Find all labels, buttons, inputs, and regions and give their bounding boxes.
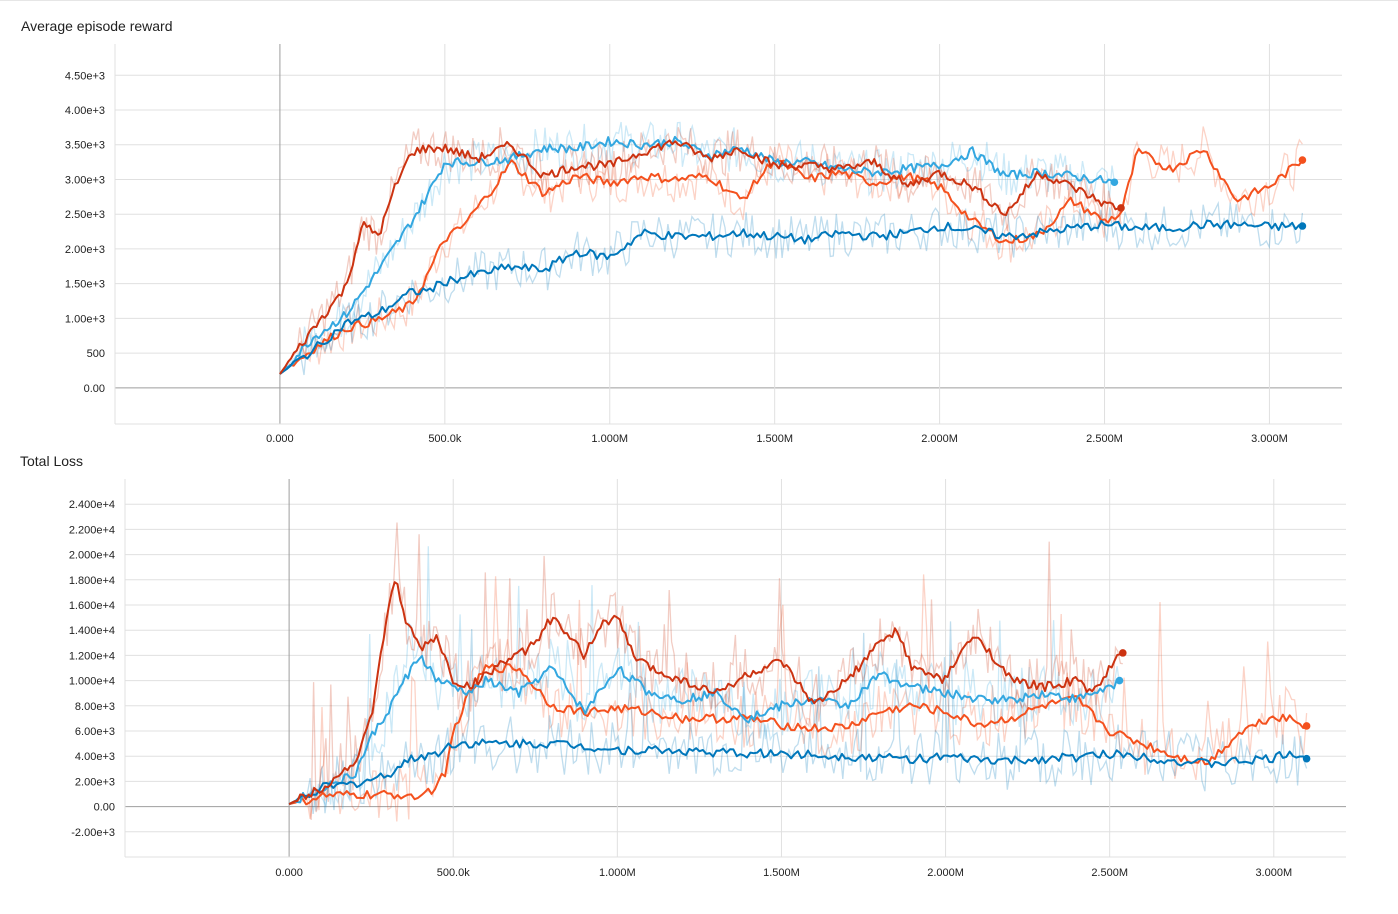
x-tick-label: 500.0k bbox=[437, 867, 471, 879]
x-tick-label: 0.000 bbox=[275, 867, 303, 879]
y-tick-label: 2.00e+3 bbox=[65, 244, 105, 256]
loss-chart[interactable]: -2.00e+3 0.00 2.00e+3 4.00e+3 6.00e+3 8.00e+3… bbox=[69, 479, 1346, 879]
x-tick-label: 2.000M bbox=[921, 433, 958, 445]
y-tick-label: 500 bbox=[87, 348, 105, 360]
y-tick-label: 2.00e+3 bbox=[75, 776, 115, 788]
y-tick-label: 4.50e+3 bbox=[65, 70, 105, 82]
x-tick-label: 1.500M bbox=[756, 433, 793, 445]
y-tick-label: 1.50e+3 bbox=[65, 279, 105, 291]
series-end-point[interactable] bbox=[1119, 649, 1127, 657]
raw-series-line bbox=[279, 121, 1116, 375]
y-tick-label: 8.00e+3 bbox=[75, 701, 115, 713]
x-tick-label: 3.000M bbox=[1251, 433, 1288, 445]
series-line[interactable] bbox=[288, 738, 1308, 805]
series-end-point[interactable] bbox=[1302, 754, 1311, 763]
series-line[interactable] bbox=[279, 135, 1115, 375]
series-line[interactable] bbox=[288, 654, 1120, 805]
y-tick-label: 1.00e+3 bbox=[65, 313, 105, 325]
raw-series-line bbox=[288, 546, 1121, 812]
y-tick-label: 0.00 bbox=[84, 383, 105, 395]
series-end-point[interactable] bbox=[1110, 178, 1119, 187]
y-tick-label: 1.600e+4 bbox=[69, 600, 115, 612]
reward-chart[interactable]: 0.00 500 1.00e+3 1.50e+3 2.00e+3 2.50e+3 3.00e… bbox=[65, 44, 1342, 445]
x-tick-label: 1.000M bbox=[599, 867, 636, 879]
y-tick-label: 4.00e+3 bbox=[65, 105, 105, 117]
x-tick-label: 2.000M bbox=[927, 867, 964, 879]
y-tick-label: 2.50e+3 bbox=[65, 209, 105, 221]
series-end-point[interactable] bbox=[1117, 204, 1125, 212]
y-tick-label: 1.800e+4 bbox=[69, 575, 115, 587]
y-tick-label: 2.400e+4 bbox=[69, 499, 115, 511]
y-tick-label: 6.00e+3 bbox=[75, 726, 115, 738]
raw-series-line bbox=[288, 522, 1123, 820]
y-tick-label: 3.00e+3 bbox=[65, 174, 105, 186]
x-tick-label: 1.500M bbox=[763, 867, 800, 879]
series-end-point[interactable] bbox=[1115, 676, 1124, 685]
y-tick-label: -2.00e+3 bbox=[71, 827, 115, 839]
series-end-point[interactable] bbox=[1298, 156, 1307, 164]
reward-chart-title: Average episode reward bbox=[21, 18, 173, 34]
series-line[interactable] bbox=[288, 581, 1124, 805]
series-line[interactable] bbox=[288, 663, 1308, 806]
x-tick-label: 2.500M bbox=[1091, 867, 1128, 879]
y-tick-label: 0.00 bbox=[94, 802, 115, 814]
y-tick-label: 1.200e+4 bbox=[69, 650, 115, 662]
y-tick-label: 3.50e+3 bbox=[65, 140, 105, 152]
series-end-point[interactable] bbox=[1298, 222, 1307, 230]
y-tick-label: 1.000e+4 bbox=[69, 676, 115, 688]
top-divider bbox=[0, 0, 1398, 1]
x-tick-label: 500.0k bbox=[428, 433, 462, 445]
x-tick-label: 2.500M bbox=[1086, 433, 1123, 445]
series-line[interactable] bbox=[279, 139, 1122, 375]
raw-series-line bbox=[288, 621, 1308, 814]
y-tick-label: 4.00e+3 bbox=[75, 751, 115, 763]
series-line[interactable] bbox=[279, 219, 1303, 375]
raw-series-line bbox=[279, 200, 1304, 376]
series-end-point[interactable] bbox=[1302, 722, 1311, 730]
y-tick-label: 2.200e+4 bbox=[69, 524, 115, 536]
x-tick-label: 3.000M bbox=[1255, 867, 1292, 879]
x-tick-label: 1.000M bbox=[591, 433, 628, 445]
y-tick-label: 2.000e+4 bbox=[69, 550, 115, 562]
y-tick-label: 1.400e+4 bbox=[69, 625, 115, 637]
x-tick-label: 0.000 bbox=[266, 433, 294, 445]
loss-chart-title: Total Loss bbox=[20, 453, 84, 469]
